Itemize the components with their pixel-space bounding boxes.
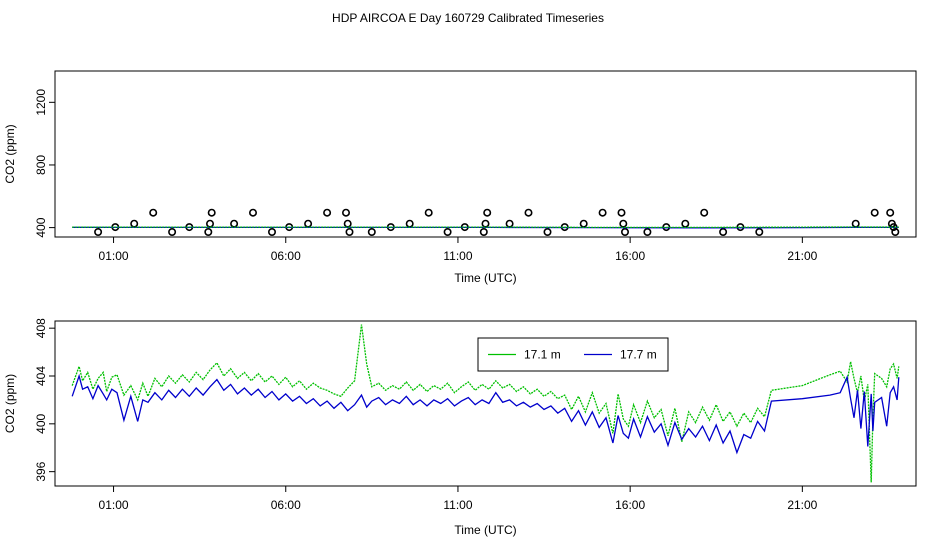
data-point xyxy=(505,219,514,228)
series-line-17-7-m xyxy=(71,373,900,455)
x-tick-label: 01:00 xyxy=(99,498,129,512)
legend-entry: 17.7 m xyxy=(620,348,657,362)
chart-legend: 17.1 m 17.7 m xyxy=(477,337,669,372)
data-point xyxy=(617,208,626,217)
x-tick-label: 06:00 xyxy=(271,249,301,263)
y-axis-label: CO2 (ppm) xyxy=(3,374,17,433)
data-point xyxy=(168,228,177,237)
y-tick-label: 404 xyxy=(34,366,48,386)
data-point xyxy=(341,208,350,217)
data-point xyxy=(483,208,492,217)
data-point xyxy=(443,228,452,237)
data-point xyxy=(149,208,158,217)
data-point xyxy=(94,228,103,237)
y-tick-label: 1200 xyxy=(34,89,48,116)
figure-title: HDP AIRCOA E Day 160729 Calibrated Times… xyxy=(332,11,604,25)
x-tick-label: 16:00 xyxy=(615,249,645,263)
data-point xyxy=(207,208,216,217)
data-point xyxy=(524,208,533,217)
data-point xyxy=(304,219,313,228)
data-point xyxy=(598,208,607,217)
data-point xyxy=(851,219,860,228)
x-tick-label: 21:00 xyxy=(787,498,817,512)
y-tick-label: 800 xyxy=(34,155,48,175)
y-tick-label: 400 xyxy=(34,413,48,433)
data-point xyxy=(267,228,276,237)
co2-panel-detail: 01:00 06:00 11:00 16:00 21:00 396 400 404 408 Tim… xyxy=(3,318,917,537)
co2-panel-overview: 01:00 06:00 11:00 16:00 21:00 400 800 1200 Time … xyxy=(3,70,917,285)
data-point xyxy=(479,228,488,237)
data-point xyxy=(345,228,354,237)
x-tick-label: 06:00 xyxy=(271,498,301,512)
data-point xyxy=(230,219,239,228)
legend-entry: 17.1 m xyxy=(524,348,561,362)
x-tick-label: 11:00 xyxy=(443,498,472,512)
x-axis-label: Time (UTC) xyxy=(454,271,516,285)
data-point xyxy=(130,219,139,228)
data-point xyxy=(619,219,628,228)
y-tick-label: 396 xyxy=(34,461,48,481)
data-point xyxy=(891,228,900,237)
data-point xyxy=(700,208,709,217)
data-point xyxy=(886,208,895,217)
x-tick-label: 21:00 xyxy=(787,249,817,263)
data-point xyxy=(620,228,629,237)
data-point xyxy=(206,219,215,228)
data-point xyxy=(323,208,332,217)
data-point xyxy=(367,228,376,237)
x-tick-label: 11:00 xyxy=(443,249,472,263)
y-axis-label: CO2 (ppm) xyxy=(3,124,17,183)
series-line-17-1-m xyxy=(71,324,900,483)
data-point xyxy=(204,228,213,237)
data-point xyxy=(249,208,258,217)
data-point xyxy=(543,228,552,237)
data-point xyxy=(343,219,352,228)
data-point xyxy=(424,208,433,217)
data-point xyxy=(681,219,690,228)
data-point xyxy=(755,228,764,237)
x-tick-label: 01:00 xyxy=(99,249,129,263)
data-point xyxy=(405,219,414,228)
y-tick-label: 408 xyxy=(34,318,48,338)
data-point xyxy=(481,219,490,228)
data-point xyxy=(579,219,588,228)
x-tick-label: 16:00 xyxy=(615,498,645,512)
y-tick-label: 400 xyxy=(34,217,48,237)
data-point xyxy=(870,208,879,217)
plot-frame xyxy=(54,70,917,238)
data-point xyxy=(643,228,652,237)
data-point xyxy=(719,228,728,237)
x-axis-label: Time (UTC) xyxy=(454,523,516,537)
